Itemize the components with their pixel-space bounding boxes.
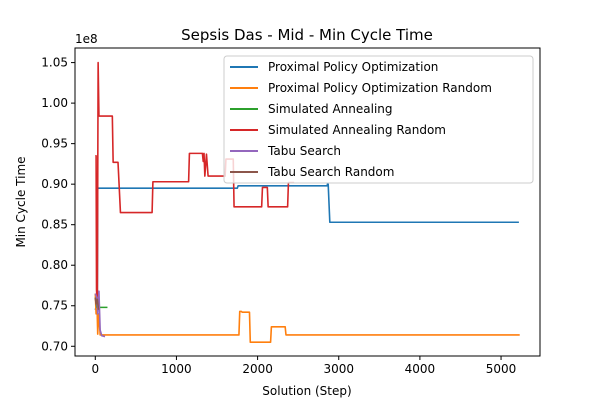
y-tick-label: 0.90 <box>41 177 68 191</box>
y-axis-offset-label: 1e8 <box>75 32 98 46</box>
y-tick-label: 1.05 <box>41 56 68 70</box>
legend-label-simulated-annealing: Simulated Annealing <box>268 102 393 116</box>
axes-frame <box>74 47 541 357</box>
series-layer <box>94 61 520 344</box>
legend: Proximal Policy Optimization Proximal Pol… <box>223 55 534 184</box>
x-tick-label: 4000 <box>405 362 436 376</box>
x-axis: 0 1000 2000 3000 4000 5000 <box>91 356 516 376</box>
y-tick-label: 0.75 <box>41 299 68 313</box>
legend-label-proximal-policy-optimization: Proximal Policy Optimization <box>268 60 438 74</box>
x-tick-label: 1000 <box>161 362 192 376</box>
x-tick-label: 3000 <box>323 362 354 376</box>
plot-area <box>74 47 541 357</box>
legend-label-simulated-annealing-random: Simulated Annealing Random <box>268 123 446 137</box>
y-tick-label: 0.70 <box>41 339 68 353</box>
series-line-tabu-search-random <box>94 297 100 310</box>
legend-label-tabu-search: Tabu Search <box>267 144 341 158</box>
y-axis: 0.70 0.75 0.80 0.85 0.90 0.95 1.00 1.05 <box>41 56 75 353</box>
legend-box <box>223 55 534 184</box>
x-tick-label: 2000 <box>242 362 273 376</box>
chart-title: Sepsis Das - Mid - Min Cycle Time <box>181 26 433 44</box>
series-line-tabu-search <box>94 290 106 338</box>
y-axis-label: Min Cycle Time <box>14 156 28 247</box>
legend-label-proximal-policy-optimization-random: Proximal Policy Optimization Random <box>268 81 492 95</box>
y-tick-label: 0.80 <box>41 258 68 272</box>
legend-label-tabu-search-random: Tabu Search Random <box>267 165 394 179</box>
series-line-proximal-policy-optimization-random <box>94 293 520 344</box>
series-line-simulated-annealing-random <box>95 61 295 307</box>
x-axis-label: Solution (Step) <box>262 384 351 398</box>
y-tick-label: 0.95 <box>41 137 68 151</box>
legend-items: Proximal Policy Optimization Proximal Pol… <box>230 60 492 179</box>
x-tick-label: 0 <box>91 362 99 376</box>
y-tick-label: 0.85 <box>41 218 68 232</box>
y-tick-label: 1.00 <box>41 96 68 110</box>
x-tick-label: 5000 <box>486 362 517 376</box>
